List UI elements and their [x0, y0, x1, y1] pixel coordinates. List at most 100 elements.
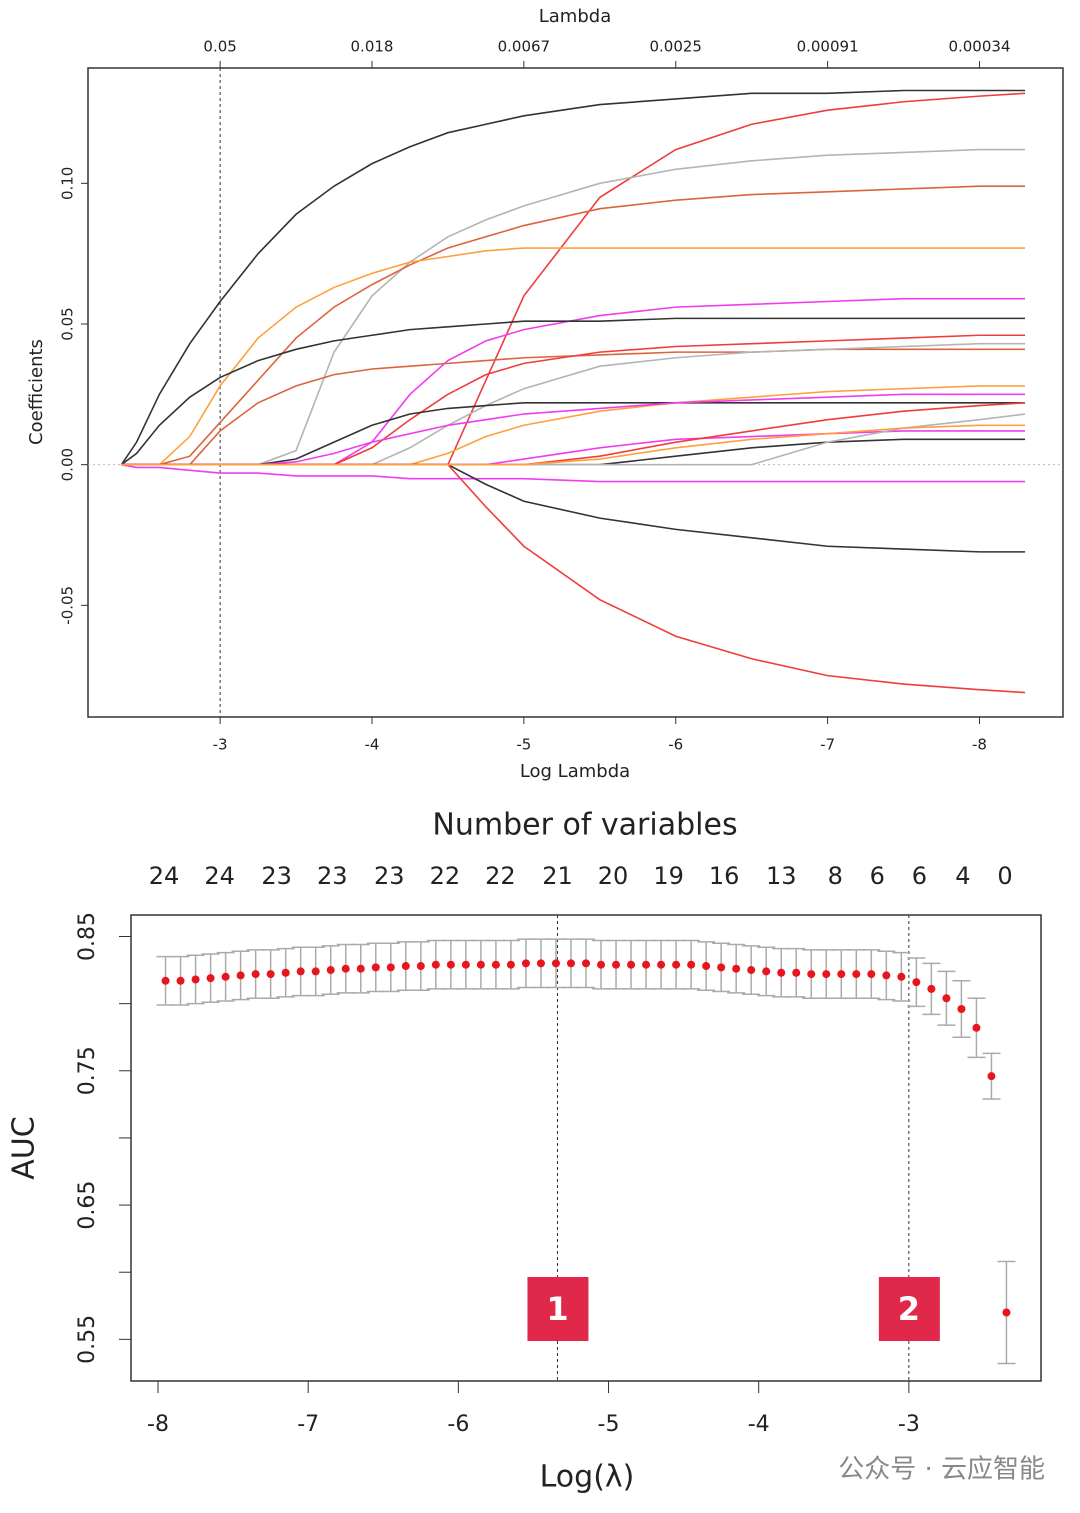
auc-point [176, 976, 185, 985]
auc-point [161, 976, 170, 985]
auc-point [566, 959, 575, 968]
auc-point [657, 960, 666, 969]
y-tick-label: 0.05 [59, 307, 77, 340]
watermark: 公众号 · 云应智能 [838, 1455, 1045, 1485]
auc-point [476, 960, 485, 969]
x2-tick-label: 22 [430, 862, 461, 890]
x2-tick-label: 24 [204, 862, 235, 890]
x-tick-label: -6 [447, 1412, 469, 1437]
coefficient-path [120, 317, 1026, 466]
coefficient-path [121, 185, 1026, 466]
x2-tick-label: 21 [542, 862, 573, 890]
auc-point [597, 960, 606, 969]
auc-point [191, 975, 200, 984]
x2-tick-label: 23 [317, 862, 348, 890]
auc-point [236, 971, 245, 980]
auc-point [642, 960, 651, 969]
auc-point [627, 960, 636, 969]
auc-point [867, 970, 876, 979]
x-tick-label: -5 [598, 1412, 620, 1437]
auc-point [221, 972, 230, 981]
x-tick-label: -7 [297, 1412, 319, 1437]
auc-point [401, 962, 410, 971]
y-tick-label: 0.55 [75, 1315, 100, 1364]
x2-tick-label: 19 [653, 862, 684, 890]
auc-point [672, 960, 681, 969]
x2-tick-label: 0.00091 [797, 38, 859, 56]
x-tick-label: -8 [147, 1412, 169, 1437]
x-tick-label: -8 [972, 736, 987, 754]
y-axis-label: Coefficients [26, 339, 47, 445]
auc-point [912, 978, 921, 987]
annotation-box [527, 1277, 589, 1341]
auc-point [762, 967, 771, 976]
auc-point [296, 967, 305, 976]
auc-point [281, 968, 290, 977]
auc-point [807, 970, 816, 979]
x-tick-label: -3 [213, 736, 228, 754]
auc-point [431, 960, 440, 969]
auc-point [521, 959, 530, 968]
auc-point [1002, 1308, 1011, 1317]
auc-point [326, 966, 335, 975]
auc-point [506, 960, 515, 969]
annotation-box [878, 1277, 940, 1341]
x-tick-label: -3 [898, 1412, 920, 1437]
auc-point [356, 964, 365, 973]
x-tick-label: -6 [668, 736, 683, 754]
chart-title: Number of variables [432, 808, 737, 843]
auc-point [822, 970, 831, 979]
auc-point [461, 960, 470, 969]
auc-point [972, 1023, 981, 1032]
x2-tick-label: 16 [709, 862, 740, 890]
auc-point [491, 960, 500, 969]
auc-point [386, 963, 395, 972]
x2-tick-label: 23 [374, 862, 405, 890]
x2-tick-label: 6 [912, 862, 927, 890]
y-tick-label: 0.00 [59, 448, 77, 481]
auc-point [882, 971, 891, 980]
auc-point [927, 984, 936, 993]
x2-tick-label: 6 [870, 862, 885, 890]
auc-point [416, 962, 425, 971]
auc-point [582, 959, 590, 968]
annotation-label: 2 [898, 1290, 920, 1328]
auc-point [747, 966, 756, 975]
auc-point [987, 1072, 996, 1081]
coefficient-path [121, 247, 1026, 466]
auc-point [852, 970, 861, 979]
coefficient-path [121, 463, 1026, 483]
auc-point [792, 968, 801, 977]
x2-tick-label: 23 [261, 862, 292, 890]
plot-frame [130, 914, 1042, 1382]
y-tick-label: 0.65 [75, 1181, 100, 1230]
x2-tick-label: 13 [766, 862, 797, 890]
auc-point [266, 970, 275, 979]
auc-point [612, 960, 621, 969]
x2-tick-label: 0 [997, 862, 1012, 890]
auc-point [687, 960, 696, 969]
coefficient-path [121, 424, 1026, 466]
auc-point [702, 962, 711, 971]
coefficient-path [120, 89, 1026, 466]
x2-tick-label: 0.018 [351, 38, 394, 56]
x2-tick-label: 4 [955, 862, 970, 890]
annotation-label: 1 [546, 1290, 568, 1328]
x2-tick-label: 0.0067 [498, 38, 551, 56]
x2-axis-label: Lambda [539, 6, 611, 27]
x2-tick-label: 0.0025 [649, 38, 702, 56]
auc-point [551, 959, 560, 968]
x-tick-label: -5 [516, 736, 531, 754]
x2-tick-label: 20 [598, 862, 629, 890]
auc-point [897, 972, 906, 981]
auc-point [251, 970, 260, 979]
y-tick-label: 0.10 [59, 167, 77, 200]
y-axis-label: AUC [7, 1116, 42, 1179]
x-tick-label: -4 [748, 1412, 770, 1437]
auc-point [777, 968, 786, 977]
auc-point [311, 967, 320, 976]
auc-point [717, 963, 726, 972]
x2-tick-label: 24 [149, 862, 180, 890]
